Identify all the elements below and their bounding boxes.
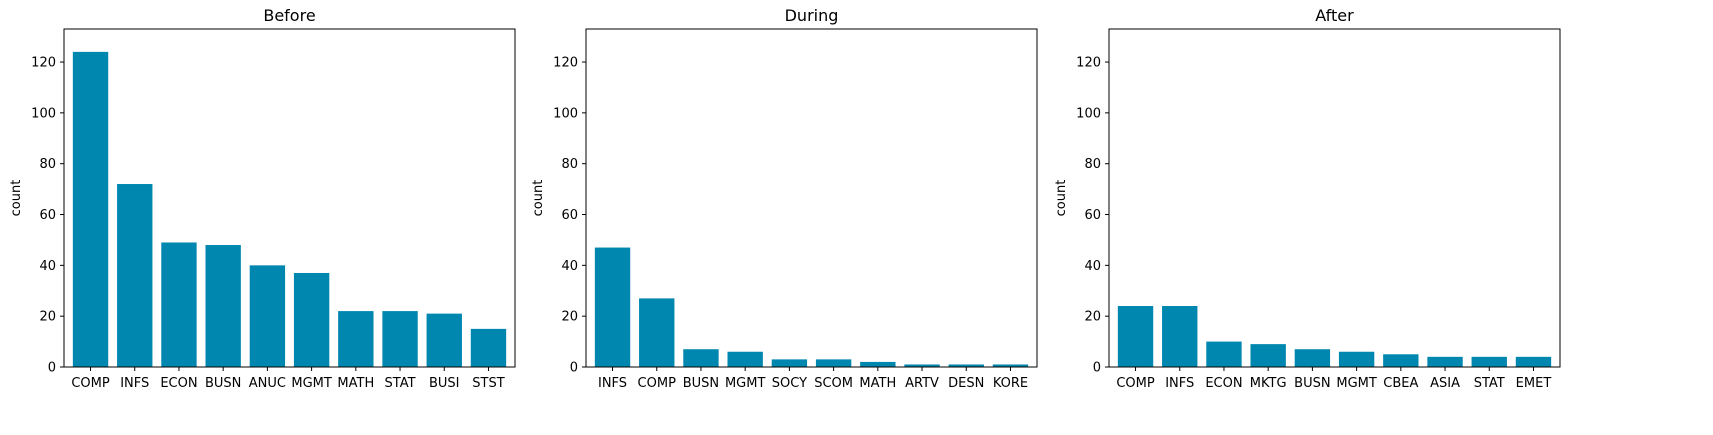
y-tick-label: 80 [561, 157, 578, 172]
y-tick-label: 120 [553, 56, 578, 71]
chart-title: Before [263, 6, 315, 25]
bar-mgmt [1338, 351, 1375, 367]
axes-frame [585, 28, 1038, 368]
x-tick-label: CBEA [1383, 376, 1418, 391]
y-tick-label: 40 [39, 259, 56, 274]
bar-artv [904, 364, 940, 367]
chart-before: COMP INFS ECON BUSN ANUC MGMT MATH STAT BUSI STST… [9, 6, 516, 391]
bar-socy [771, 359, 808, 367]
x-tick-label: ASIA [1430, 376, 1460, 391]
x-tick-label: BUSN [205, 376, 241, 391]
bar-comp [1117, 306, 1154, 367]
x-tick-label: SCOM [814, 376, 853, 391]
chart-title: During [785, 6, 839, 25]
bar-busi [426, 313, 462, 367]
x-tick-label: INFS [120, 376, 149, 391]
bar-busn [205, 245, 241, 367]
bar-math [338, 311, 374, 367]
y-tick-label: 60 [1084, 208, 1101, 223]
bar-busn [683, 349, 719, 367]
y-tick-label: 100 [1076, 106, 1101, 121]
bar-infs [594, 247, 631, 367]
x-tick-label: MATH [859, 376, 896, 391]
x-tick-label: ANUC [249, 376, 286, 391]
y-tick-label: 0 [48, 361, 56, 376]
x-tick-label: COMP [638, 376, 677, 391]
x-tick-label: COMP [71, 376, 110, 391]
y-tick-label: 40 [1084, 259, 1101, 274]
x-tick-label: INFS [1165, 376, 1194, 391]
x-tick-label: MGMT [725, 376, 766, 391]
x-tick-label: EMET [1516, 376, 1552, 391]
chart-title: After [1315, 6, 1354, 25]
bar-mktg [1250, 344, 1286, 367]
bar-infs [1162, 306, 1198, 367]
x-tick-label: DESN [948, 376, 984, 391]
y-tick-label: 80 [1084, 157, 1101, 172]
bar-econ [161, 242, 197, 367]
x-tick-label: ARTV [905, 376, 939, 391]
x-tick-label: ECON [1205, 376, 1242, 391]
bar-mgmt [727, 351, 763, 367]
bar-econ [1206, 341, 1242, 367]
y-tick-label: 60 [39, 208, 56, 223]
chart-after: COMP INFS ECON MKTG BUSN MGMT CBEA ASIA STAT EMET… [1054, 6, 1561, 391]
axes-frame [63, 28, 516, 368]
y-tick-label: 20 [561, 310, 578, 325]
bar-stat [382, 311, 418, 367]
bar-kore [992, 364, 1029, 367]
y-tick-label: 120 [1076, 56, 1101, 71]
bar-infs [117, 184, 153, 367]
bar-comp [72, 51, 109, 367]
x-tick-label: INFS [598, 376, 627, 391]
y-axis-label: count [1054, 180, 1069, 217]
y-tick-label: 120 [31, 56, 56, 71]
bar-emet [1515, 356, 1552, 367]
x-tick-label: COMP [1116, 376, 1155, 391]
bar-math [860, 361, 896, 367]
x-tick-label: MGMT [1336, 376, 1377, 391]
bar-scom [815, 359, 852, 367]
y-tick-label: 40 [561, 259, 578, 274]
y-axis-label: count [531, 180, 546, 217]
y-tick-label: 60 [561, 208, 578, 223]
x-tick-label: STAT [385, 376, 416, 391]
x-tick-label: ECON [160, 376, 197, 391]
y-tick-label: 100 [553, 106, 578, 121]
y-tick-label: 0 [1093, 361, 1101, 376]
bar-anuc [249, 265, 286, 367]
axes-frame [1108, 28, 1561, 368]
bar-asia [1427, 356, 1463, 367]
x-tick-label: SOCY [772, 376, 807, 391]
y-tick-label: 80 [39, 157, 56, 172]
x-tick-label: STST [472, 376, 504, 391]
bar-stat [1471, 356, 1507, 367]
x-tick-label: STAT [1474, 376, 1505, 391]
bar-desn [948, 364, 984, 367]
x-tick-label: BUSN [683, 376, 719, 391]
y-tick-label: 20 [1084, 310, 1101, 325]
bar-stst [470, 328, 507, 367]
bar-comp [639, 298, 675, 367]
x-tick-label: BUSI [429, 376, 460, 391]
bar-mgmt [293, 272, 330, 367]
chart-during: INFS COMP BUSN MGMT SOCY SCOM MATH ARTV DESN KORE… [531, 6, 1038, 391]
y-tick-label: 20 [39, 310, 56, 325]
bar-busn [1294, 349, 1331, 367]
x-tick-label: MATH [337, 376, 374, 391]
x-tick-label: MKTG [1250, 376, 1287, 391]
y-tick-label: 0 [570, 361, 578, 376]
x-tick-label: KORE [993, 376, 1028, 391]
x-tick-label: BUSN [1294, 376, 1330, 391]
bar-cbea [1383, 354, 1419, 367]
y-tick-label: 100 [31, 106, 56, 121]
y-axis-label: count [9, 180, 24, 217]
x-tick-label: MGMT [291, 376, 332, 391]
